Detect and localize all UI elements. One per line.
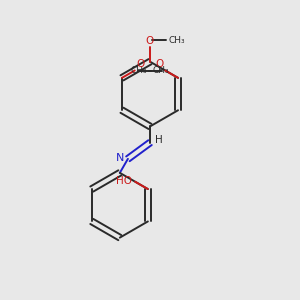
Text: O: O bbox=[136, 59, 144, 69]
Text: CH₃: CH₃ bbox=[169, 36, 185, 45]
Text: N: N bbox=[116, 153, 124, 163]
Text: CH₃: CH₃ bbox=[131, 66, 147, 75]
Text: CH₃: CH₃ bbox=[153, 66, 169, 75]
Text: O: O bbox=[146, 36, 154, 46]
Text: O: O bbox=[156, 59, 164, 69]
Text: H: H bbox=[155, 135, 163, 145]
Text: HO: HO bbox=[116, 176, 132, 186]
